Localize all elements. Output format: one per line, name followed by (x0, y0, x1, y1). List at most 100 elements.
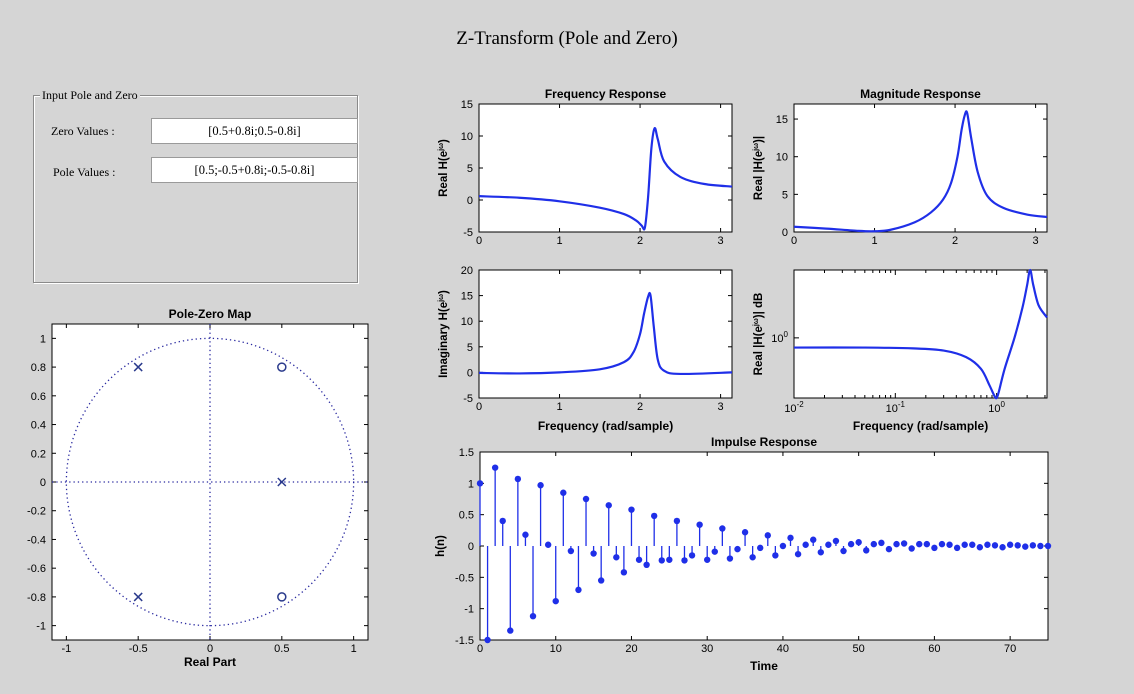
impulse-response-stem-marker (666, 556, 673, 563)
magnitude-response-series-line (793, 110, 1048, 233)
impulse-response-stem-marker (900, 540, 908, 547)
impulse-response-stem-marker (590, 550, 597, 557)
impulse-response-stem-marker (772, 552, 779, 559)
impulse-response-stem-marker (916, 540, 923, 548)
impulse-response-stem-marker (870, 540, 878, 548)
impulse-response-stem-marker (999, 544, 1006, 551)
impulse-response-stem-marker (969, 541, 976, 548)
pole-zero-map-ytick-label: 0.2 (31, 448, 46, 460)
impulse-response-stem-marker (605, 502, 612, 509)
window-title: Z-Transform (Pole and Zero) (456, 28, 678, 49)
log-magnitude-response-xlabel: Frequency (rad/sample) (853, 419, 988, 433)
impulse-response-stem-marker (484, 636, 491, 644)
pole-zero-map-ytick-label: -0.6 (27, 563, 46, 575)
impulse-response-ytick-label: 0.5 (459, 510, 474, 522)
zero-values-field[interactable]: [0.5+0.8i;0.5-0.8i] (151, 118, 358, 144)
impulse-response-stem-marker (635, 556, 643, 563)
impulse-response-stem-marker (658, 557, 665, 564)
impulse-response-stem-marker (491, 464, 499, 471)
zero-marker (277, 592, 287, 602)
impulse-response-stem-marker (704, 556, 711, 563)
impulse-response-stem-marker (1006, 541, 1014, 548)
impulse-response-stem-marker (923, 540, 931, 548)
log-magnitude-response-xtick-label: 100 (988, 400, 1005, 415)
pole-zero-map-ytick-label: 1 (40, 333, 46, 345)
impulse-response-stem-marker (991, 542, 999, 549)
impulse-response-stem-marker (931, 544, 938, 552)
magnitude-response-ytick-label: 0 (782, 227, 788, 239)
impulse-response-stem-marker (567, 547, 575, 555)
impulse-response-stem-marker (560, 489, 567, 496)
pole-marker (133, 362, 143, 372)
impulse-response-stem-marker (779, 542, 787, 550)
impulse-response-stem-marker (757, 544, 764, 552)
pole-values-field[interactable]: [0.5;-0.5+0.8i;-0.5-0.8i] (151, 157, 358, 183)
impulse-response-stem-marker (1037, 542, 1044, 550)
impulse-response-stem-marker (514, 475, 522, 483)
impulse-response-stem-marker (597, 577, 605, 584)
impulse-response-stem-marker (855, 539, 862, 546)
real-frequency-response-ytick-label: 5 (467, 163, 473, 175)
magnitude-response-xtick-label: 3 (1033, 235, 1039, 247)
impulse-response-ylabel: h(n) (435, 535, 447, 557)
impulse-response-xtick-label: 20 (625, 643, 637, 655)
impulse-response-stem-marker (673, 517, 681, 525)
log-magnitude-response-series-line (793, 268, 1048, 400)
pole-zero-map-title: Pole-Zero Map (169, 307, 252, 321)
impulse-response-xtick-label: 40 (777, 643, 789, 655)
impulse-response-stem-marker (650, 512, 658, 520)
impulse-response-stem-marker (885, 545, 893, 553)
impulse-response-stem-marker (582, 495, 590, 503)
impulse-response-stem-marker (840, 547, 847, 555)
impulse-response-xtick-label: 60 (928, 643, 940, 655)
impulse-response-stem-marker (764, 532, 771, 539)
magnitude-response-ytick-label: 5 (782, 189, 788, 201)
real-frequency-response-xtick-label: 0 (476, 235, 482, 247)
impulse-response-ytick-label: -1.5 (455, 635, 474, 647)
impulse-response-stem-marker (499, 517, 506, 525)
impulse-response-stem-marker (749, 554, 756, 561)
imaginary-frequency-response-xtick-label: 1 (556, 401, 562, 413)
imaginary-frequency-response-ytick-label: 0 (467, 367, 473, 379)
imaginary-frequency-response-xtick-label: 0 (476, 401, 482, 413)
log-magnitude-response-axes (793, 269, 1048, 399)
pole-zero-map-xtick-label: -1 (61, 643, 71, 655)
zero-marker (277, 362, 287, 372)
log-magnitude-response-ytick-label: 100 (771, 330, 788, 345)
impulse-response-stem-marker (1029, 542, 1037, 549)
impulse-response-ytick-label: 1 (468, 478, 474, 490)
impulse-response-stem-marker (938, 540, 946, 548)
impulse-response-stem-marker (832, 537, 840, 545)
imaginary-frequency-response-xlabel: Frequency (rad/sample) (538, 419, 673, 433)
impulse-response-stem-marker (961, 541, 968, 548)
impulse-response-stem-marker (476, 480, 484, 487)
imaginary-frequency-response-ylabel: Imaginary H(ejω) (438, 290, 450, 378)
impulse-response-stem-marker (946, 541, 953, 548)
impulse-response-xtick-label: 0 (477, 643, 483, 655)
real-frequency-response-ytick-label: 0 (467, 195, 473, 207)
impulse-response-stem-marker (1044, 542, 1052, 550)
impulse-response-stem-marker (893, 540, 900, 548)
input-panel-legend: Input Pole and Zero (40, 88, 140, 103)
impulse-response-stem-marker (681, 557, 688, 564)
imaginary-frequency-response-xtick-label: 2 (637, 401, 643, 413)
log-magnitude-response-xtick-label: 10-1 (886, 400, 906, 415)
impulse-response-stem-marker (802, 541, 809, 548)
pole-zero-map-ytick-label: -0.8 (27, 592, 46, 604)
impulse-response-xtick-label: 50 (853, 643, 865, 655)
impulse-response-stem-marker (643, 561, 650, 568)
impulse-response-stem-marker (984, 541, 991, 548)
pole-zero-map-ytick-label: 0.4 (31, 420, 46, 432)
real-frequency-response-ytick-label: 10 (461, 131, 473, 143)
pole-zero-map-ytick-label: 0 (40, 477, 46, 489)
impulse-response-stem-marker (696, 521, 703, 528)
pole-marker (133, 592, 143, 602)
impulse-response-xtick-label: 30 (701, 643, 713, 655)
imaginary-frequency-response-series-line (478, 291, 733, 376)
impulse-response-stem-marker (741, 529, 749, 536)
impulse-response-stem-marker (711, 548, 718, 555)
impulse-response-stem-marker (908, 545, 915, 552)
impulse-response-stem-marker (507, 627, 514, 634)
magnitude-response-xtick-label: 2 (952, 235, 958, 247)
